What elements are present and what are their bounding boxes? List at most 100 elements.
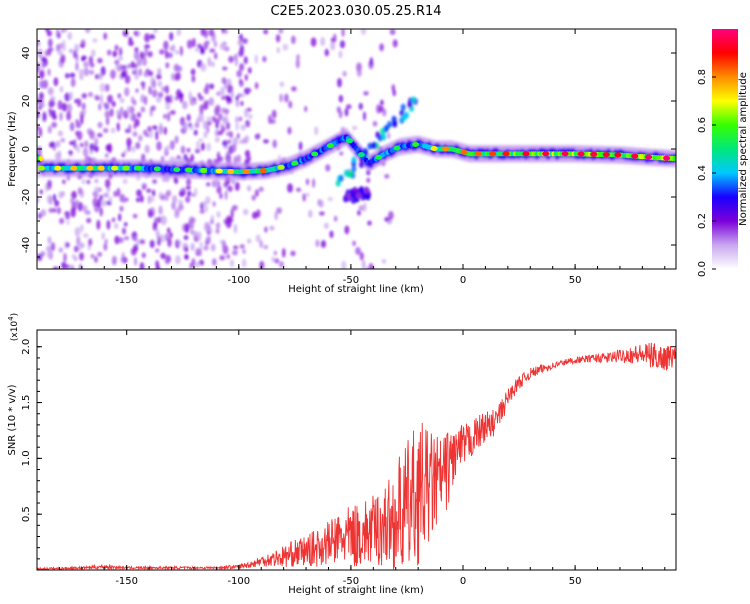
spectrogram-speckle bbox=[202, 201, 208, 206]
spectrogram-speckle bbox=[232, 245, 239, 250]
spectrogram-speckle bbox=[228, 55, 234, 63]
spectrogram-speckle bbox=[38, 92, 44, 101]
spectrogram-speckle bbox=[37, 124, 40, 131]
spectrogram-speckle bbox=[41, 61, 45, 69]
spectrogram-speckle bbox=[99, 82, 106, 93]
spectrogram-speckle bbox=[255, 234, 261, 243]
spectrogram-speckle bbox=[96, 133, 103, 138]
spectrogram-speckle bbox=[231, 179, 235, 185]
spectrogram-speckle bbox=[149, 239, 155, 249]
spectrogram-speckle bbox=[199, 104, 204, 115]
spectrogram-speckle bbox=[363, 202, 367, 212]
spectrogram-speckle bbox=[148, 85, 152, 95]
spectrogram-peak bbox=[215, 168, 223, 174]
spectrogram-speckle bbox=[161, 216, 168, 225]
spectrogram-speckle bbox=[295, 59, 300, 69]
spectrogram-speckle bbox=[75, 119, 80, 124]
spectrogram-speckle bbox=[204, 221, 210, 232]
spectrogram-speckle bbox=[119, 97, 125, 104]
spectrogram-speckle bbox=[235, 116, 239, 123]
spectrogram-speckle bbox=[48, 38, 53, 44]
spectrogram-speckle bbox=[279, 81, 285, 88]
spectrogram-speckle bbox=[338, 50, 343, 59]
spectrogram-speckle bbox=[163, 40, 169, 50]
spectrogram-speckle bbox=[209, 48, 216, 53]
spectrogram-speckle bbox=[94, 94, 100, 101]
spectrogram-speckle bbox=[355, 246, 361, 256]
spectrogram-speckle bbox=[105, 178, 111, 189]
spectrogram-speckle bbox=[141, 82, 145, 91]
spectrogram-y-tick-label: 40 bbox=[21, 47, 32, 60]
spectrogram-speckle bbox=[132, 236, 138, 242]
spectrogram-speckle bbox=[356, 69, 362, 77]
spectrogram-speckle bbox=[190, 229, 194, 235]
spectrogram-speckle bbox=[135, 142, 141, 150]
spectrogram-speckle bbox=[339, 151, 344, 156]
spectrogram-speckle bbox=[135, 88, 139, 93]
spectrogram-speckle bbox=[94, 73, 99, 80]
spectrogram-speckle bbox=[87, 91, 94, 98]
spectrogram-speckle bbox=[102, 127, 109, 134]
spectrogram-speckle bbox=[204, 40, 210, 45]
spectrogram-speckle bbox=[222, 115, 229, 125]
spectrogram-speckle bbox=[214, 129, 220, 137]
spectrogram-branch bbox=[387, 121, 392, 128]
spectrogram-speckle bbox=[126, 137, 132, 147]
spectrogram-speckle bbox=[276, 207, 283, 214]
spectrogram-speckle bbox=[251, 194, 256, 201]
spectrogram-speckle bbox=[105, 200, 112, 206]
spectrogram-speckle bbox=[113, 190, 118, 198]
spectrogram-speckle bbox=[136, 189, 142, 197]
spectrogram-speckle bbox=[136, 238, 140, 246]
spectrogram-speckle bbox=[258, 186, 264, 192]
spectrogram-speckle bbox=[203, 245, 209, 251]
spectrogram-speckle bbox=[136, 58, 143, 67]
spectrogram-speckle bbox=[139, 195, 144, 203]
spectrogram-speckle bbox=[151, 79, 157, 89]
spectrogram-speckle bbox=[57, 130, 64, 137]
spectrogram-speckle bbox=[341, 29, 345, 38]
spectrogram-speckle bbox=[208, 97, 215, 106]
spectrogram-speckle bbox=[234, 181, 240, 191]
spectrogram-speckle bbox=[60, 29, 64, 34]
spectrogram-speckle bbox=[110, 69, 116, 80]
spectrogram-branch bbox=[351, 156, 357, 164]
spectrogram-speckle bbox=[123, 222, 128, 227]
spectrogram-speckle bbox=[259, 239, 263, 249]
snr-y-tick-label: 1.5 bbox=[21, 395, 32, 411]
spectrogram-speckle bbox=[175, 255, 181, 265]
spectrogram-speckle bbox=[287, 126, 292, 135]
spectrogram-speckle bbox=[247, 67, 252, 74]
spectrogram-speckle bbox=[272, 139, 277, 149]
spectrogram-peak bbox=[38, 165, 45, 171]
spectrogram-speckle bbox=[164, 191, 169, 202]
spectrogram-speckle bbox=[122, 178, 128, 185]
spectrogram-speckle bbox=[214, 104, 221, 114]
spectrogram-speckle bbox=[246, 185, 252, 192]
spectrogram-peak bbox=[134, 165, 142, 171]
spectrogram-speckle bbox=[60, 54, 66, 64]
spectrogram-peak bbox=[259, 168, 267, 174]
spectrogram-speckle bbox=[54, 199, 60, 207]
spectrogram-speckle bbox=[227, 97, 231, 102]
spectrogram-speckle bbox=[69, 48, 73, 54]
spectrogram-y-ticks: -40 -20 0 20 40 bbox=[21, 28, 676, 270]
spectrogram-speckle bbox=[207, 56, 212, 67]
spectrogram-speckle bbox=[241, 258, 247, 268]
spectrogram-speckle bbox=[165, 85, 169, 94]
spectrogram-speckle bbox=[70, 265, 75, 269]
spectrogram-speckle bbox=[139, 239, 146, 245]
spectrogram-speckle bbox=[113, 222, 119, 230]
spectrogram-peak bbox=[577, 151, 585, 157]
spectrogram-speckle bbox=[170, 72, 176, 81]
spectrogram-speckle bbox=[92, 191, 96, 197]
spectrogram-speckle bbox=[239, 63, 245, 72]
spectrogram-speckle bbox=[76, 98, 82, 107]
spectrogram-speckle bbox=[312, 178, 316, 188]
spectrogram-speckle bbox=[120, 256, 124, 263]
spectrogram-speckle bbox=[107, 94, 113, 104]
spectrogram-speckle bbox=[52, 193, 57, 202]
snr-x-tick-label: -100 bbox=[227, 576, 250, 587]
spectrogram-speckle bbox=[212, 201, 216, 207]
spectrogram-y-tick-label: 0 bbox=[21, 146, 32, 152]
